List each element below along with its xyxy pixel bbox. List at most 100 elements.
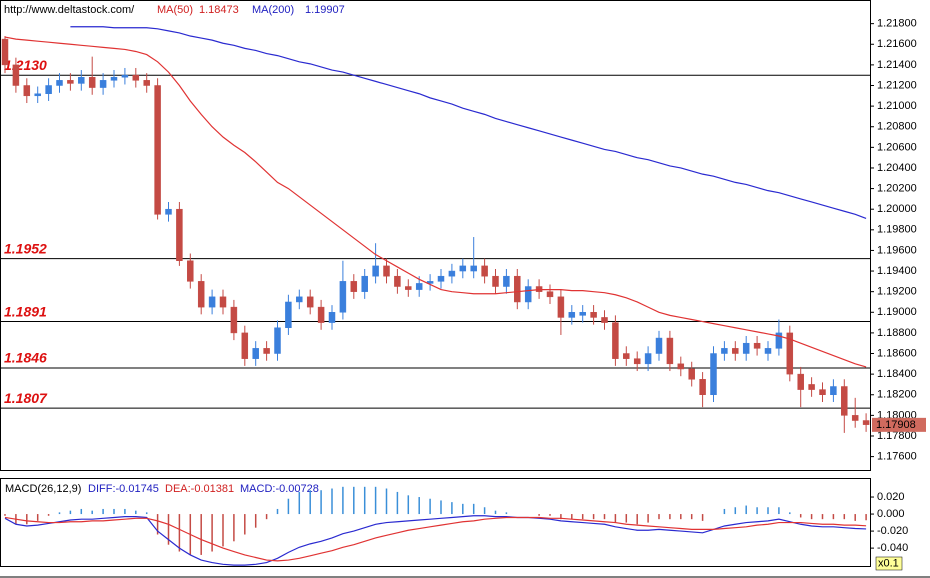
candle-body <box>197 281 205 308</box>
candle-body <box>394 275 401 287</box>
y-tick-label: 1.21200 <box>877 79 917 91</box>
candle-body <box>208 296 216 308</box>
candle-body <box>775 332 783 349</box>
candle-body <box>808 384 815 390</box>
candle-body <box>274 327 281 354</box>
candle-body <box>45 85 52 94</box>
y-tick-label: -0.020 <box>877 525 908 537</box>
candle-body <box>252 348 259 359</box>
macd-line <box>4 515 867 566</box>
candle-body <box>579 312 586 316</box>
candle-body <box>623 353 630 359</box>
candle-body <box>306 296 314 308</box>
candle-body <box>78 77 85 84</box>
y-tick-label: 1.19600 <box>877 244 917 256</box>
candle-body <box>786 332 794 375</box>
candle-body <box>110 77 118 81</box>
ma-line <box>70 26 867 220</box>
ma-value: 1.18473 <box>199 4 239 16</box>
candle-body <box>514 275 521 303</box>
ma-name: MA(50) <box>157 4 193 16</box>
candle-body <box>219 296 227 308</box>
y-tick-label: 1.21400 <box>877 59 917 71</box>
candle-body <box>742 342 750 354</box>
candle-body <box>851 415 859 421</box>
y-tick-label: 1.20800 <box>877 121 917 133</box>
macd-label: MACD:-0.00728 <box>240 483 319 495</box>
candle-body <box>732 348 739 354</box>
candle-body <box>492 275 499 287</box>
candle-body <box>34 93 41 97</box>
candle-body <box>187 260 194 282</box>
candle-body <box>241 332 249 359</box>
candle-body <box>88 77 96 88</box>
candle-body <box>1 38 9 66</box>
candle-body <box>524 286 532 303</box>
candle-body <box>121 74 129 78</box>
y-tick-label: 1.21600 <box>877 38 917 50</box>
y-tick-label: 1.18600 <box>877 347 917 359</box>
y-tick-label: 1.17800 <box>877 430 917 442</box>
candle-body <box>797 373 804 390</box>
candle-body <box>143 80 150 86</box>
level-label: 1.1952 <box>4 240 47 256</box>
candle-body <box>154 85 161 215</box>
candle-body <box>633 358 641 365</box>
candle-body <box>590 312 597 318</box>
y-tick-label: 1.18400 <box>877 368 917 380</box>
last-price-box <box>872 417 926 432</box>
y-tick-label: 0.000 <box>877 508 905 520</box>
candle-body <box>557 296 565 318</box>
level-label: 1.1891 <box>4 303 47 319</box>
scale-label: x0.1 <box>878 557 899 569</box>
candle-body <box>503 275 510 287</box>
candle-body <box>568 312 576 318</box>
candle-body <box>165 208 172 215</box>
candle-body <box>296 296 303 303</box>
macd-panel <box>0 478 871 567</box>
candle-body <box>830 386 837 395</box>
candle-body <box>405 286 412 290</box>
candle-body <box>764 348 772 354</box>
y-tick-label: 1.19800 <box>877 224 917 236</box>
scale-box <box>875 556 903 571</box>
candle-body <box>437 275 445 282</box>
candle-body <box>601 317 608 323</box>
y-tick-label: 1.19400 <box>877 265 917 277</box>
candle-body <box>819 389 826 395</box>
candle-body <box>12 64 20 86</box>
y-tick-label: 0.020 <box>877 491 905 503</box>
candle-body <box>699 379 706 395</box>
candle-body <box>263 348 270 354</box>
candle-body <box>470 265 477 272</box>
macd-title: MACD(26,12,9) <box>5 483 81 495</box>
ma-value: 1.19907 <box>305 4 345 16</box>
candle-body <box>459 265 467 272</box>
candle-body <box>328 312 336 323</box>
candle-body <box>862 420 870 425</box>
candle-body <box>132 74 140 81</box>
candle-body <box>841 386 848 416</box>
level-label: 1.1846 <box>4 350 47 366</box>
candle-body <box>361 275 368 292</box>
level-label: 1.1807 <box>4 390 48 406</box>
candle-body <box>481 265 488 277</box>
candle-body <box>317 306 325 323</box>
y-tick-label: 1.19000 <box>877 306 917 318</box>
candle-body <box>99 80 107 88</box>
y-tick-label: 1.17600 <box>877 451 917 463</box>
diff-label: DIFF:-0.01745 <box>88 483 159 495</box>
candle-body <box>56 80 63 86</box>
y-tick-label: 1.21800 <box>877 18 917 30</box>
candle-body <box>753 342 761 349</box>
y-tick-label: 1.18200 <box>877 389 917 401</box>
last-price-label: 1.17908 <box>876 419 916 431</box>
main-panel <box>0 0 871 471</box>
candle-body <box>383 265 390 277</box>
candle-body <box>448 270 456 277</box>
y-tick-label: 1.19200 <box>877 286 917 298</box>
y-tick-label: 1.21000 <box>877 100 917 112</box>
candle-body <box>546 291 554 298</box>
candle-body <box>23 85 31 97</box>
